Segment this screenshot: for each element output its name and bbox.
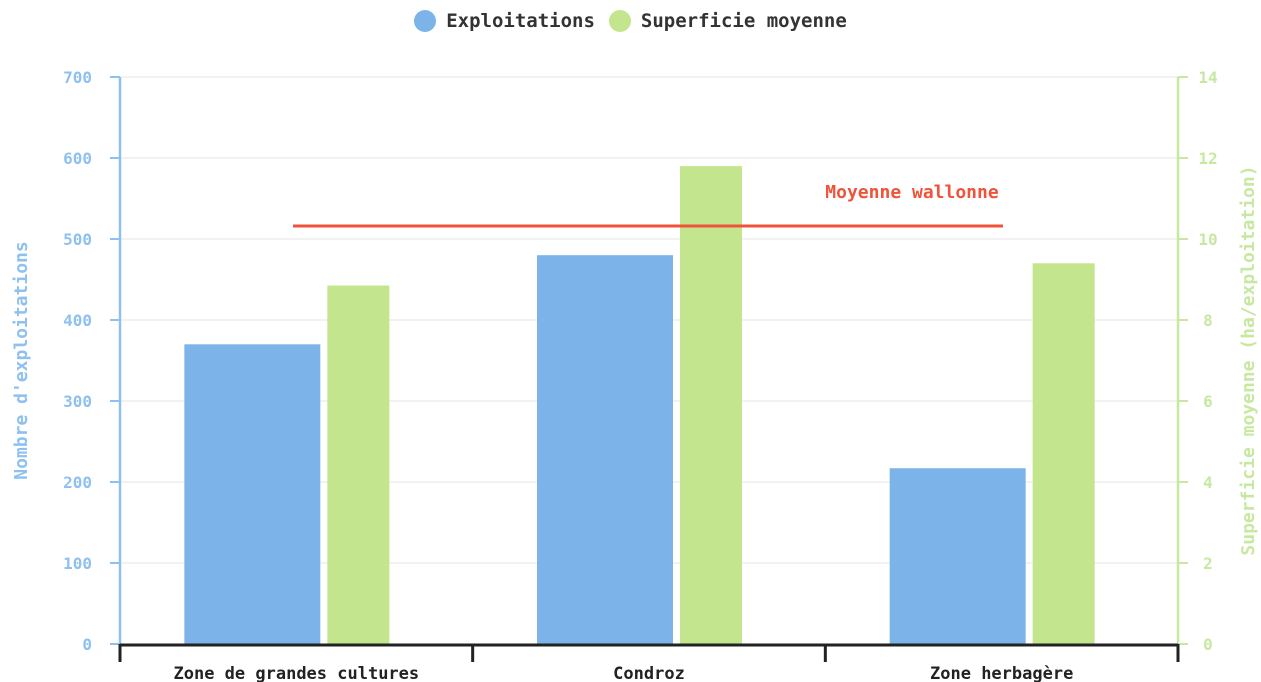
bar-exploitations xyxy=(889,468,1026,644)
right-tick-label: 4 xyxy=(1203,473,1213,492)
left-axis-title: Nombre d'exploitations xyxy=(11,241,32,479)
right-tick-label: 2 xyxy=(1203,554,1213,573)
legend-item-superficie[interactable]: Superficie moyenne xyxy=(608,10,847,32)
chart-legend: Exploitations Superficie moyenne xyxy=(0,10,1261,32)
bar-superficie xyxy=(327,285,390,644)
bar-exploitations xyxy=(184,344,321,644)
left-tick-label: 600 xyxy=(63,149,92,168)
left-tick-label: 0 xyxy=(82,635,92,654)
bar-superficie xyxy=(680,166,742,644)
right-tick-label: 6 xyxy=(1203,392,1213,411)
right-tick-label: 12 xyxy=(1198,149,1217,168)
right-axis-title: Superficie moyenne (ha/exploitation) xyxy=(1238,165,1259,555)
legend-label-exploitations: Exploitations xyxy=(446,10,595,32)
left-tick-label: 200 xyxy=(63,473,92,492)
left-tick-label: 100 xyxy=(63,554,92,573)
average-line-label: Moyenne wallonne xyxy=(825,182,999,203)
right-tick-label: 0 xyxy=(1203,635,1213,654)
legend-item-exploitations[interactable]: Exploitations xyxy=(414,10,595,32)
left-tick-label: 400 xyxy=(63,311,92,330)
legend-label-superficie: Superficie moyenne xyxy=(640,10,847,32)
legend-swatch-superficie xyxy=(608,10,631,32)
right-tick-label: 8 xyxy=(1203,311,1213,330)
x-category-label: Zone herbagère xyxy=(930,664,1073,682)
bar-superficie xyxy=(1032,263,1095,644)
left-tick-label: 700 xyxy=(63,68,92,87)
left-tick-label: 300 xyxy=(63,392,92,411)
right-tick-label: 10 xyxy=(1198,230,1217,249)
x-category-label: Condroz xyxy=(613,664,685,682)
bar-exploitations xyxy=(537,255,673,644)
legend-swatch-exploitations xyxy=(414,10,437,32)
x-category-label: Zone de grandes cultures xyxy=(174,664,420,682)
left-tick-label: 500 xyxy=(63,230,92,249)
right-tick-label: 14 xyxy=(1198,68,1217,87)
